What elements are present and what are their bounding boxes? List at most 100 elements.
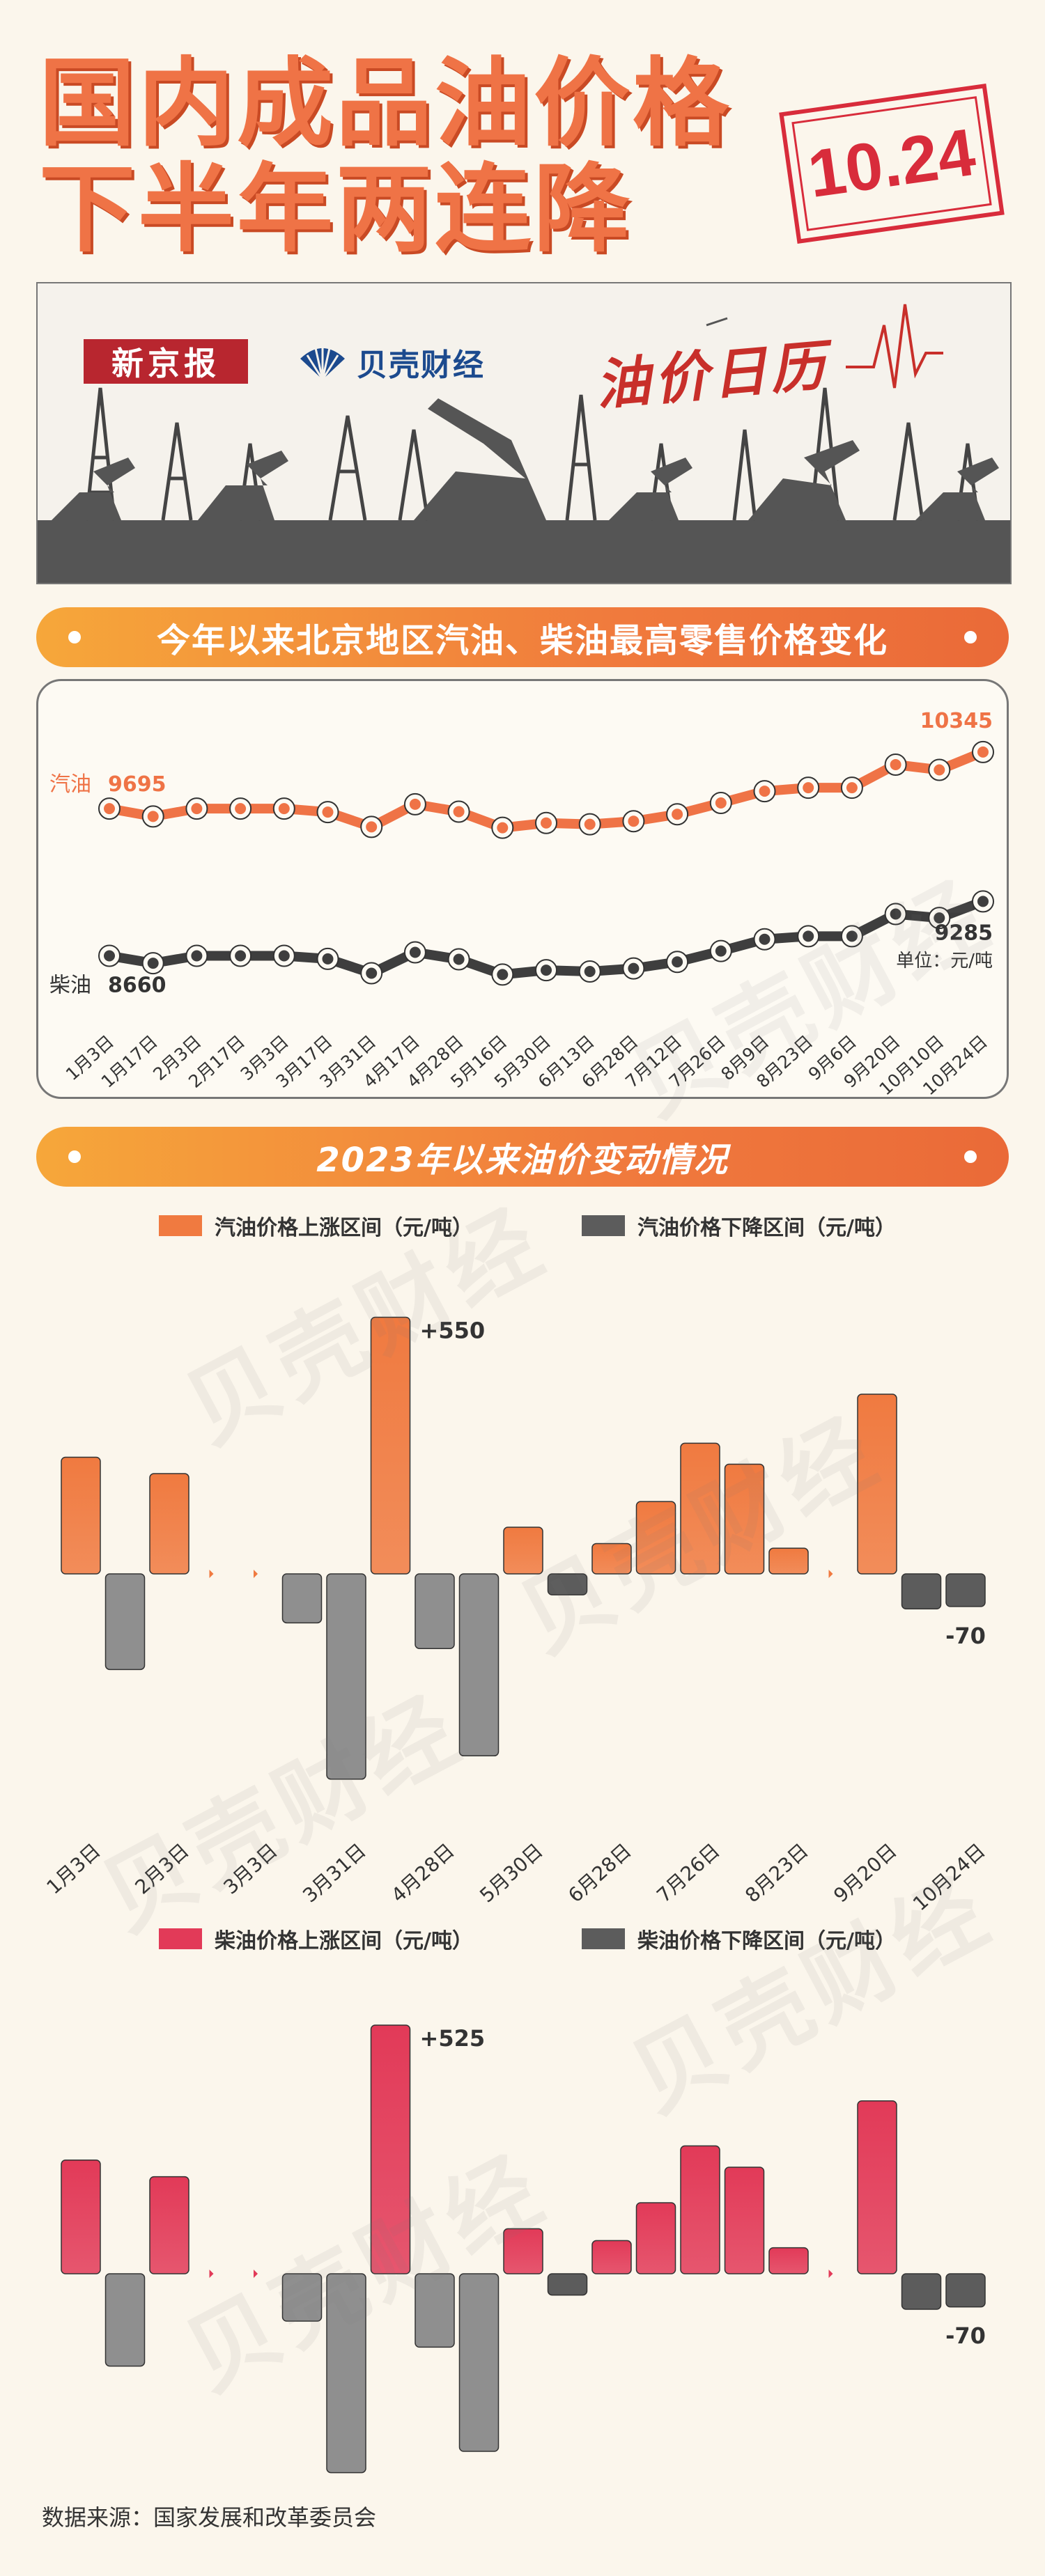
- point-core: [803, 782, 814, 794]
- point-core: [890, 759, 901, 770]
- section2-title: 2023年以来油价变动情况: [316, 1141, 729, 1180]
- bar-fall: [326, 2273, 366, 2474]
- page-title-line1: 国内成品油价格: [39, 47, 732, 159]
- legend-swatch: [582, 1215, 625, 1236]
- date-stamp-text: 10.24: [791, 96, 992, 231]
- point-core: [147, 811, 159, 822]
- bar-fall: [547, 2273, 588, 2296]
- oilfield-illustration: [38, 304, 1010, 583]
- point-core: [628, 815, 640, 827]
- point-core: [759, 786, 771, 797]
- point-core: [890, 908, 901, 920]
- last-annotation: -70: [945, 1623, 986, 1649]
- bar-fall: [415, 1573, 455, 1649]
- legend-diesel-rise: 柴油价格上涨区间（元/吨）: [159, 1923, 473, 1954]
- x-tick-label: 6月28日: [564, 1839, 635, 1907]
- data-source: 数据来源：国家发展和改革委员会: [42, 2504, 377, 2531]
- point-core: [278, 803, 290, 815]
- legend-gas-rise: 汽油价格上涨区间（元/吨）: [159, 1210, 473, 1241]
- legend-swatch: [159, 1215, 202, 1236]
- point-core: [672, 809, 683, 820]
- last-annotation: -70: [945, 2323, 986, 2349]
- point-core: [366, 821, 378, 833]
- point-core: [672, 956, 683, 968]
- x-tick-label: 5月30日: [475, 1839, 547, 1907]
- pill-dot-right: [964, 1150, 977, 1163]
- bar-rise: [149, 1473, 189, 1575]
- bar-rise: [635, 2202, 676, 2274]
- legend-diesel-fall: 柴油价格下降区间（元/吨）: [582, 1923, 896, 1954]
- bar-fall: [281, 2273, 323, 2322]
- point-core: [977, 746, 989, 758]
- legend-gas-fall: 汽油价格下降区间（元/吨）: [582, 1210, 896, 1241]
- point-core: [934, 764, 945, 776]
- beike-logo: 贝壳财经: [297, 338, 485, 387]
- unit-label: 单位：元/吨: [896, 951, 993, 971]
- zero-marker: [828, 1570, 833, 1578]
- zero-marker: [209, 1570, 214, 1578]
- bar-rise: [149, 2176, 189, 2274]
- pill-dot-left: [68, 631, 81, 643]
- date-stamp: 10.24: [779, 84, 1005, 244]
- point-core: [715, 797, 727, 809]
- point-core: [846, 782, 858, 794]
- bar-rise: [680, 2145, 720, 2274]
- bar-rise: [680, 1442, 720, 1575]
- legend-label: 汽油价格上涨区间（元/吨）: [215, 1216, 473, 1240]
- x-tick-label: 7月26日: [652, 1839, 724, 1907]
- bar-rise: [857, 1394, 897, 1575]
- point-core: [934, 912, 945, 924]
- bar-fall: [326, 1573, 366, 1780]
- zero-marker: [828, 2270, 833, 2278]
- section1-title: 今年以来北京地区汽油、柴油最高零售价格变化: [156, 621, 888, 660]
- point-core: [366, 967, 378, 979]
- bar-rise: [370, 2024, 411, 2274]
- bar-rise: [61, 2160, 101, 2274]
- point-core: [977, 896, 989, 907]
- point-core: [147, 958, 159, 969]
- legend-label: 柴油价格下降区间（元/吨）: [637, 1929, 896, 1953]
- point-core: [235, 950, 247, 962]
- point-core: [278, 950, 290, 962]
- point-core: [191, 803, 203, 815]
- end-label-diesel: 9285: [935, 921, 993, 945]
- point-core: [715, 945, 727, 957]
- point-core: [322, 806, 334, 818]
- header-banner: 新京报 贝壳财经 油价日历: [36, 282, 1012, 584]
- bar-fall: [458, 2273, 500, 2452]
- bar-fall: [104, 2273, 146, 2367]
- bar-fall: [945, 1573, 986, 1607]
- point-core: [584, 818, 596, 830]
- xinjingbao-logo: 新京报: [84, 339, 248, 384]
- point-core: [409, 798, 421, 810]
- point-core: [409, 946, 421, 958]
- bar-fall: [458, 1573, 500, 1757]
- bar-rise: [857, 2100, 897, 2274]
- bar-rise: [503, 2228, 543, 2274]
- legend-label: 柴油价格上涨区间（元/吨）: [215, 1929, 473, 1953]
- bar-rise: [768, 2247, 809, 2274]
- point-core: [497, 969, 509, 981]
- point-core: [584, 966, 596, 977]
- point-core: [759, 933, 771, 945]
- point-core: [497, 822, 509, 834]
- bar-fall: [547, 1573, 588, 1595]
- bar-rise: [61, 1456, 101, 1575]
- zero-marker: [254, 2270, 258, 2278]
- point-core: [803, 930, 814, 942]
- bar-rise: [724, 2167, 765, 2274]
- x-tick-label: 4月28日: [387, 1839, 458, 1907]
- zero-marker: [209, 2270, 214, 2278]
- pill-dot-left: [68, 1150, 81, 1163]
- diesel-change-chart: +525 -70: [61, 2024, 986, 2474]
- legend-label: 汽油价格下降区间（元/吨）: [637, 1216, 896, 1240]
- bar-fall: [104, 1573, 146, 1671]
- pill-dot-right: [964, 631, 977, 643]
- start-label-diesel: 8660: [108, 974, 167, 998]
- bar-fall: [901, 1573, 942, 1609]
- bar-rise: [768, 1547, 809, 1575]
- point-core: [104, 803, 115, 815]
- point-core: [322, 953, 334, 965]
